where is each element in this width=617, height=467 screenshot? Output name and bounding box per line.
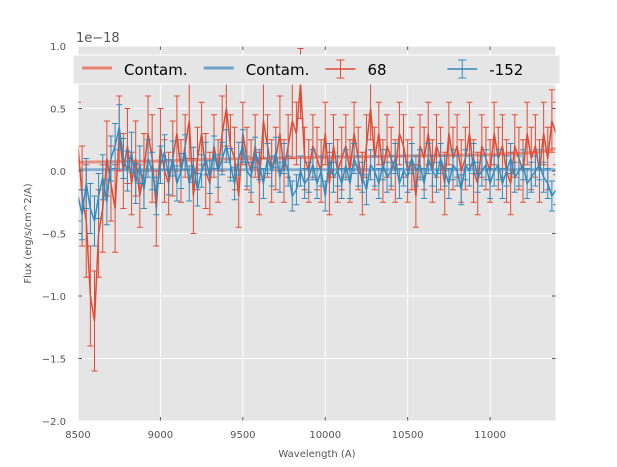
y-tick-label: −1.5 [42, 355, 66, 366]
x-tick-label: 10500 [392, 430, 424, 441]
legend: Contam. Contam. 68 -152 [72, 54, 561, 85]
legend-item-1: Contam. [82, 61, 188, 79]
x-tick-label: 10000 [309, 430, 341, 441]
legend-box [72, 54, 561, 85]
legend-item-4: -152 [447, 59, 523, 79]
legend-item-2: Contam. [203, 61, 310, 79]
x-tick-label: 9500 [230, 430, 255, 441]
legend-item-3: 68 [325, 59, 387, 79]
legend-label: 68 [368, 61, 387, 79]
series--152 [78, 104, 556, 247]
data-series [78, 48, 556, 372]
x-tick-label: 9000 [148, 430, 173, 441]
y-tick-label: 0.5 [50, 105, 66, 116]
y-tick-label: −1.0 [42, 292, 66, 303]
legend-label: Contam. [124, 61, 188, 79]
x-axis-label: Wavelength (A) [278, 449, 355, 460]
y-axis-offset-label: 1e−18 [76, 31, 120, 46]
y-axis-label: Flux (erg/s/cm^2/A) [23, 183, 34, 283]
y-tick-label: −0.5 [42, 230, 66, 241]
legend-label: -152 [489, 61, 523, 79]
x-tick-label: 11000 [474, 430, 506, 441]
y-tick-label: 1.0 [50, 42, 66, 53]
x-tick-label: 8500 [65, 430, 90, 441]
plot-frame [77, 45, 557, 422]
y-tick-label: −2.0 [42, 417, 66, 428]
series-line--152 [78, 127, 556, 222]
legend-label: Contam. [246, 61, 310, 79]
y-tick-label: 0.0 [50, 167, 66, 178]
axes: 8500 9000 9500 10000 10500 11000 −2.0 −1.5 −1.0 −… [42, 42, 557, 441]
